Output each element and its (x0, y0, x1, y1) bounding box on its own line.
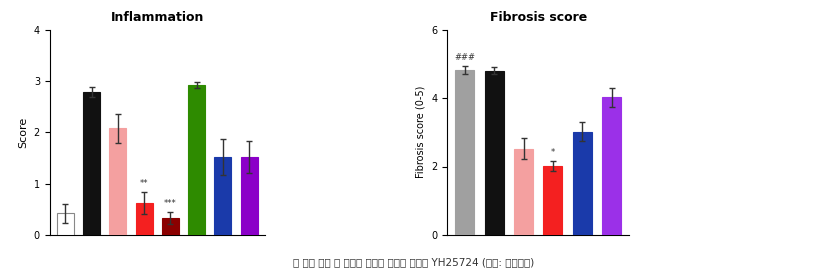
Bar (241, 157, 257, 235)
Text: **: ** (140, 179, 148, 188)
Y-axis label: Fibrosis score (0-5): Fibrosis score (0-5) (415, 86, 425, 178)
Title: Fibrosis score: Fibrosis score (489, 11, 586, 24)
Bar (57, 213, 74, 235)
Text: ###: ### (454, 53, 475, 62)
Bar (514, 149, 533, 235)
Y-axis label: Score: Score (18, 117, 28, 148)
Bar (601, 97, 620, 235)
Bar (162, 218, 179, 235)
Bar (109, 128, 127, 235)
Bar (543, 166, 562, 235)
Text: *: * (550, 148, 554, 157)
Legend: MCS control, Vehicle, YH25724 3 nmol/kg, YH25724 10 nmol/kg, YH25724 30 nmol/kg,: MCS control, Vehicle, YH25724 3 nmol/kg,… (285, 85, 399, 179)
Legend: Normal water + Vehicle (Q2D), TAA + Vehicle  (Q2D), TAA + YH25724 (10 nmol/kg, Q: Normal water + Vehicle (Q2D), TAA + Vehi… (641, 97, 810, 167)
Title: Inflammation: Inflammation (111, 11, 203, 24)
Text: ***: *** (164, 199, 177, 208)
Bar (484, 71, 503, 235)
Bar (83, 92, 100, 235)
Bar (572, 131, 591, 235)
Bar (214, 157, 232, 235)
Text: 간 내부 염증 및 섬유화 완화에 효과를 보여준 YH25724 (출처: 유한양행): 간 내부 염증 및 섬유화 완화에 효과를 보여준 YH25724 (출처: 유… (293, 257, 534, 267)
Bar (136, 203, 152, 235)
Bar (455, 70, 474, 235)
Bar (188, 85, 205, 235)
